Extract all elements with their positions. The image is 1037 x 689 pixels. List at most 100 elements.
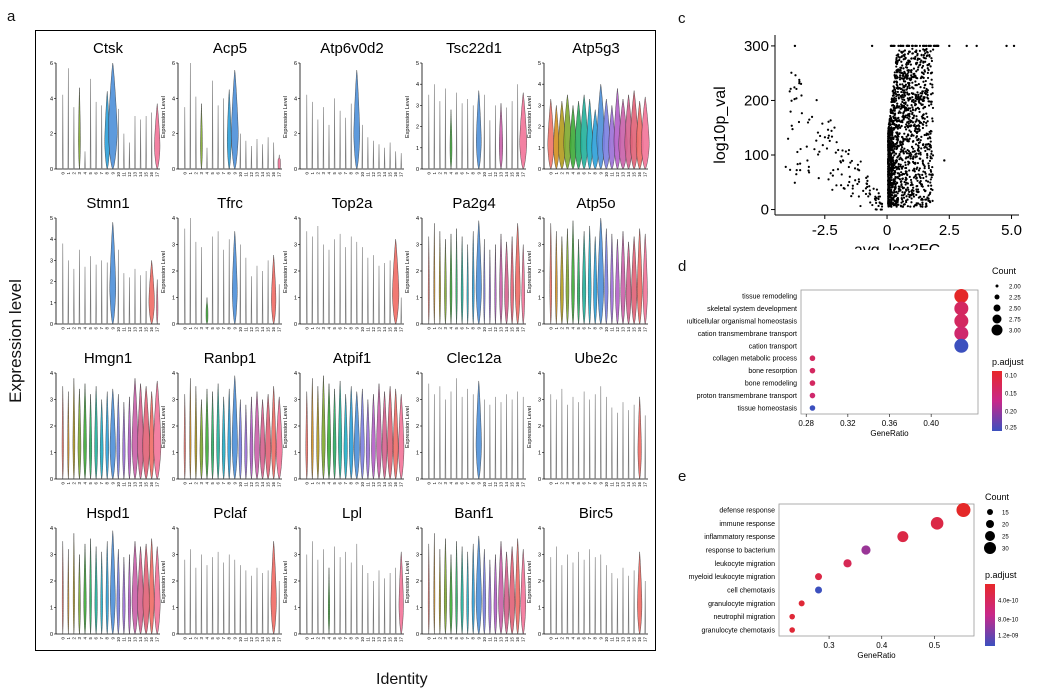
volcano-point <box>911 44 914 48</box>
facet-xtick-label: 10 <box>482 482 487 488</box>
facet-xtick-label: 8 <box>227 637 232 640</box>
facet-xtick-label: 9 <box>476 172 481 175</box>
violin-mark <box>127 554 131 635</box>
violin-mark <box>372 580 375 635</box>
volcano-point <box>908 195 911 198</box>
facet-xtick-label: 17 <box>643 482 648 488</box>
volcano-point <box>901 172 905 175</box>
volcano-point <box>847 152 850 156</box>
violin-mark <box>353 70 360 170</box>
volcano-point <box>897 162 900 166</box>
facet-ytick-label: 5 <box>50 216 53 222</box>
volcano-point <box>879 208 882 211</box>
volcano-point <box>868 189 871 192</box>
volcano-point <box>874 199 877 202</box>
facet-ytick-label: 6 <box>50 61 53 67</box>
volcano-point <box>901 185 904 189</box>
volcano-point <box>926 132 929 136</box>
violin-mark <box>488 249 491 325</box>
violin-mark <box>108 62 118 170</box>
panel-label-c: c <box>678 10 686 27</box>
facet-xtick-label: 6 <box>216 172 221 175</box>
violin-mark <box>109 222 116 325</box>
facet-xtick-label: 5 <box>454 637 459 640</box>
violin-mark <box>333 546 336 635</box>
facet-xtick-label: 11 <box>609 327 614 332</box>
facet-xtick-label: 10 <box>116 482 121 488</box>
violin-mark <box>566 404 569 480</box>
volcano-point <box>868 185 871 188</box>
violin-mark <box>509 546 516 635</box>
volcano-point <box>796 163 799 166</box>
volcano-point <box>887 190 890 193</box>
volcano-ytick-label: 300 <box>744 38 769 55</box>
facet-xtick-label: 6 <box>582 327 587 330</box>
facet-title: Ube2c <box>574 350 618 367</box>
violin-mark <box>520 549 526 635</box>
violin-mark <box>316 386 320 480</box>
volcano-point <box>929 50 932 53</box>
volcano-point <box>915 118 918 121</box>
facet-xtick-label: 16 <box>637 637 642 643</box>
volcano-point <box>894 185 897 188</box>
facet-xtick-label: 9 <box>110 327 115 330</box>
facet-ytick-label: 1 <box>416 451 419 457</box>
facet-xtick-label: 7 <box>99 637 104 640</box>
facet-xtick-label: 8 <box>471 172 476 175</box>
volcano-point <box>893 71 896 74</box>
volcano-point <box>918 173 921 176</box>
violin-mark <box>154 103 161 170</box>
facet-xtick-label: 8 <box>227 482 232 485</box>
volcano-point <box>930 59 934 63</box>
violin-mark <box>460 546 464 635</box>
facet-xtick-label: 17 <box>155 637 160 643</box>
facet-xtick-label: 6 <box>582 482 587 485</box>
facet-ytick-label: 4 <box>294 526 297 532</box>
volcano-point <box>786 137 790 140</box>
facet-ytick-label: 5 <box>416 61 419 67</box>
facet-xtick-label: 0 <box>182 637 187 640</box>
volcano-point <box>887 195 890 198</box>
facet-ytick-label: 1 <box>172 296 175 302</box>
volcano-point <box>895 58 898 61</box>
volcano-point <box>896 102 899 105</box>
facet-xtick-label: 5 <box>576 482 581 485</box>
facet-xtick-label: 15 <box>632 327 637 333</box>
facet-xtick-label: 10 <box>360 482 365 488</box>
volcano-point <box>889 167 892 170</box>
volcano-point <box>923 117 926 120</box>
facet-xtick-label: 5 <box>88 327 93 330</box>
facet-xtick-label: 15 <box>388 482 393 488</box>
violin-mark <box>100 551 103 635</box>
volcano-point <box>912 101 915 104</box>
legend-padj-title: p.adjust <box>992 357 1024 367</box>
violin-mark <box>261 144 264 170</box>
volcano-point <box>895 74 898 77</box>
facet-xtick-label: 4 <box>571 637 576 640</box>
violin-mark <box>61 541 64 635</box>
volcano-point <box>916 95 919 99</box>
volcano-point <box>907 122 910 125</box>
facet-xtick-label: 3 <box>321 172 326 175</box>
facet-xtick-label: 10 <box>116 637 121 643</box>
violin-mark <box>633 404 635 480</box>
volcano-point <box>893 171 896 174</box>
violin-mark <box>577 239 581 325</box>
volcano-point <box>928 136 931 139</box>
violin-mark <box>383 578 386 635</box>
volcano-point <box>925 175 928 178</box>
volcano-point <box>890 145 894 149</box>
facet-xtick-label: 8 <box>593 172 598 175</box>
facet-ytick-label: 4 <box>416 216 419 222</box>
facet-xtick-label: 2 <box>315 327 320 330</box>
volcano-point <box>904 150 907 153</box>
volcano-point <box>916 166 919 169</box>
facet-ytick-label: 1 <box>50 301 53 307</box>
dot-mark <box>954 301 969 316</box>
facet-ytick-label: 1 <box>294 451 297 457</box>
facet-xtick-label: 17 <box>399 637 404 643</box>
volcano-point <box>921 103 924 106</box>
volcano-point <box>913 57 917 60</box>
legend-count-dot <box>984 542 996 554</box>
